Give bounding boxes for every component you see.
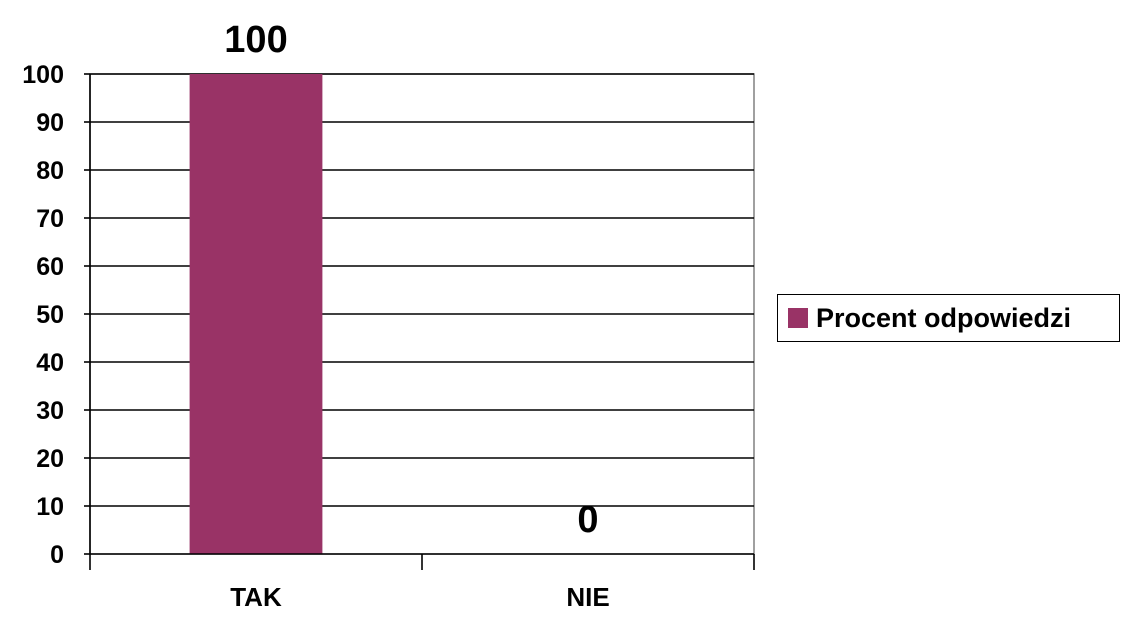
data-label-tak: 100 — [224, 19, 287, 61]
data-labels: 100 0 — [224, 19, 598, 541]
y-tick-label-20: 20 — [36, 445, 64, 473]
x-tick-label-nie: NIE — [566, 582, 609, 612]
legend-label: Procent odpowiedzi — [816, 302, 1072, 333]
y-axis-ticks: 0 10 20 30 40 50 60 70 80 90 100 — [22, 61, 90, 569]
y-tick-label-70: 70 — [36, 205, 64, 233]
y-tick-label-30: 30 — [36, 397, 64, 425]
y-tick-label-50: 50 — [36, 301, 64, 329]
y-tick-label-80: 80 — [36, 157, 64, 185]
legend: Procent odpowiedzi — [777, 294, 1120, 342]
legend-swatch — [788, 308, 808, 328]
y-tick-label-0: 0 — [50, 541, 64, 569]
bars — [189, 74, 323, 554]
y-tick-label-100: 100 — [22, 61, 64, 89]
x-axis-ticks: TAK NIE — [89, 554, 755, 612]
y-tick-label-10: 10 — [36, 493, 64, 521]
data-label-nie: 0 — [577, 499, 598, 541]
y-tick-label-90: 90 — [36, 109, 64, 137]
bar-tak — [189, 74, 323, 554]
y-tick-label-40: 40 — [36, 349, 64, 377]
x-tick-label-tak: TAK — [230, 582, 282, 612]
y-tick-label-60: 60 — [36, 253, 64, 281]
